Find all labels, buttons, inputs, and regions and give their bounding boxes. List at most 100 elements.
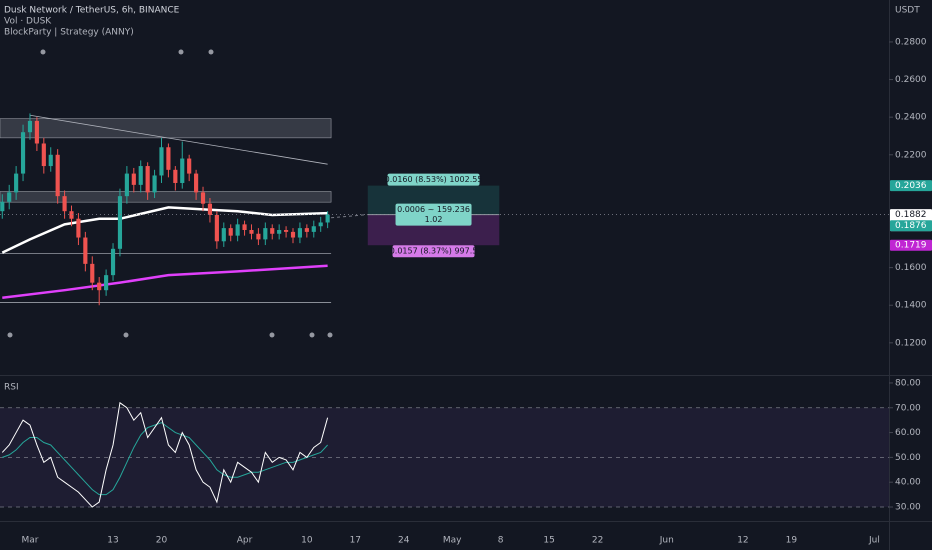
candle-body: [104, 275, 109, 291]
moving-average: [1, 206, 328, 254]
icon: [123, 332, 129, 338]
x-tick-label: May: [443, 536, 462, 546]
candle-body: [14, 173, 19, 193]
x-tick-label: 19: [786, 536, 798, 546]
candle-body: [34, 120, 39, 144]
icon: [40, 49, 46, 55]
zone: [0, 118, 332, 139]
candle-body: [83, 237, 88, 264]
candle-body: [194, 173, 199, 193]
candle-body: [207, 203, 213, 215]
candle-body: [277, 230, 282, 234]
x-tick-label: Jul: [868, 536, 880, 546]
candle-body: [297, 228, 303, 238]
candle-body: [138, 166, 143, 185]
icon: [309, 332, 315, 338]
price-label: 0.1876: [895, 221, 927, 231]
position-entry-label-bg: [395, 203, 472, 226]
x-tick-label: 8: [498, 536, 504, 546]
price-label-bg: [890, 180, 932, 192]
x-tick-label: Jun: [659, 536, 674, 546]
zone: [0, 191, 332, 203]
x-tick-label: 10: [301, 536, 313, 546]
rsi-tick-label: 80.00: [895, 378, 921, 388]
rsi-tick-label: 40.00: [895, 478, 921, 488]
x-tick-label: 20: [156, 536, 168, 546]
indicator-label: Vol · DUSK: [4, 17, 52, 27]
y-tick-label: 0.2400: [895, 113, 927, 123]
indicator-label: BlockParty | Strategy (ANNY): [4, 28, 134, 38]
candle-body: [124, 173, 129, 197]
trendline: [29, 114, 328, 165]
rsi-tick-label: 50.00: [895, 453, 921, 463]
symbol-title: Dusk Network / TetherUS, 6h, BINANCE: [4, 6, 180, 16]
y-tick-label: 0.1200: [895, 338, 927, 348]
icon: [327, 332, 333, 338]
candle-body: [159, 147, 164, 176]
candle-body: [263, 228, 268, 240]
candle-body: [318, 222, 323, 227]
candle-body: [304, 228, 309, 232]
candle-body: [166, 147, 171, 170]
candle-body: [221, 228, 226, 242]
x-tick-label: 15: [543, 536, 554, 546]
candle-body: [69, 211, 74, 219]
icon: [7, 332, 13, 338]
moving-average: [2, 264, 328, 299]
rsi-line: [1, 401, 329, 508]
candle-body: [235, 224, 240, 236]
price-label-bg: [890, 220, 932, 232]
candle-body: [242, 224, 247, 231]
candle-body: [180, 158, 185, 183]
rsi-tick-label: 70.00: [895, 403, 921, 413]
candle-body: [270, 228, 275, 234]
x-tick-label: Mar: [21, 536, 38, 546]
price-label: 0.1719: [895, 241, 927, 251]
candle-body: [311, 226, 316, 232]
candle-body: [20, 132, 26, 174]
candle-body: [117, 196, 123, 249]
candle-body: [214, 214, 219, 242]
candle-body: [131, 173, 136, 185]
rsi-title: RSI: [4, 383, 19, 393]
signal-icons: [7, 49, 333, 338]
price-label-bg: [890, 239, 932, 251]
candle-body: [55, 154, 60, 197]
candle-body: [173, 169, 178, 183]
y-tick-label: 0.1400: [895, 301, 927, 311]
candle-body: [290, 231, 296, 238]
position-target-label: 0.0160 (8.53%) 1002.55: [385, 175, 483, 184]
x-tick-label: 17: [350, 536, 361, 546]
candle-body: [90, 263, 95, 283]
currency-label: USDT: [895, 6, 920, 16]
candle-body: [256, 233, 261, 240]
x-tick-label: 13: [107, 536, 118, 546]
x-tick-label: 24: [398, 536, 410, 546]
position-target-label-bg: [387, 173, 480, 186]
candle-body: [152, 175, 157, 193]
position-stop-label-bg: [392, 245, 475, 258]
candle-body: [249, 230, 254, 234]
candle-body: [325, 214, 330, 223]
candle-body: [7, 192, 12, 202]
rsi-tick-label: 30.00: [895, 502, 921, 512]
position-entry-label: 1.02: [425, 215, 443, 224]
icon: [269, 332, 275, 338]
position-entry-label: 0.0006 ~ 159.236: [397, 205, 470, 214]
rsi-ma: [2, 422, 328, 496]
rsi-band: [0, 407, 889, 507]
candle-body: [200, 192, 206, 204]
candle-body: [41, 143, 46, 167]
candle-body: [76, 218, 81, 238]
icon: [178, 49, 184, 55]
price-label: 0.2036: [895, 181, 927, 191]
candle-body: [0, 201, 5, 212]
candle-body: [27, 120, 33, 133]
x-tick-label: Apr: [237, 536, 253, 546]
y-tick-label: 0.2600: [895, 75, 927, 85]
candle-body: [48, 154, 53, 167]
candle-body: [110, 248, 116, 276]
rsi-tick-label: 60.00: [895, 428, 921, 438]
price-label: 0.1882: [895, 210, 927, 220]
